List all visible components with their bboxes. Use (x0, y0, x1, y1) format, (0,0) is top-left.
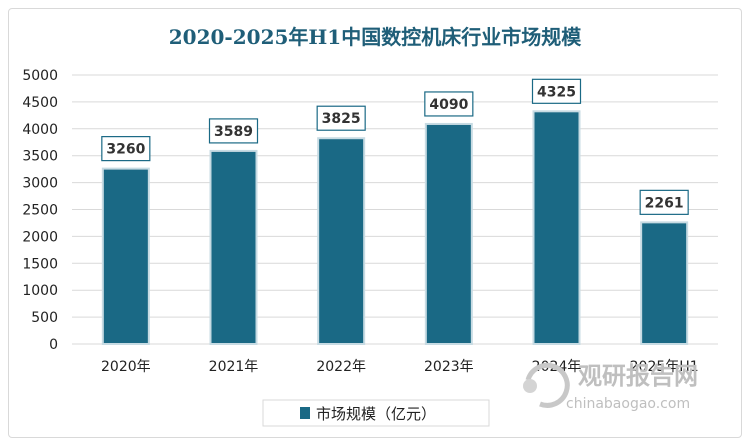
bar (424, 122, 473, 346)
data-labels: 3260 3589 3825 4090 4325 2261 (101, 78, 689, 215)
y-tick-label: 3000 (22, 176, 58, 192)
grid-lines (72, 74, 718, 345)
y-tick-label: 0 (49, 337, 58, 353)
watermark-brand: 观研报告网 (578, 362, 698, 390)
data-label: 3825 (322, 111, 361, 127)
bar (101, 167, 150, 345)
data-label-box (316, 105, 366, 131)
x-tick-label: 2020年 (101, 359, 151, 375)
data-label: 4090 (429, 97, 468, 113)
bar (640, 221, 689, 345)
legend: 市场规模（亿元） (262, 399, 490, 427)
y-tick-label: 5000 (22, 68, 58, 84)
y-tick-label: 3500 (22, 149, 58, 165)
chart-title: 2020-2025年H1中国数控机床行业市场规模 (169, 25, 582, 49)
legend-label: 市场规模（亿元） (316, 405, 436, 423)
data-label: 2261 (645, 195, 684, 211)
x-tick-label: 2023年 (424, 359, 474, 375)
data-label-box (101, 136, 151, 162)
data-label: 3589 (214, 124, 253, 140)
watermark: 观研报告网 chinabaogao.com (523, 362, 698, 412)
y-tick-label: 500 (31, 310, 58, 326)
data-label-box (208, 118, 259, 144)
x-tick-label: 2021年 (209, 359, 259, 375)
data-label-box (424, 91, 474, 117)
y-tick-label: 4500 (22, 95, 58, 111)
data-label-box (531, 78, 582, 104)
x-tick-label: 2025年H1 (630, 359, 699, 375)
legend-swatch (300, 407, 310, 419)
watermark-logo-icon (523, 362, 570, 408)
data-label: 4325 (537, 84, 576, 100)
x-axis-labels: 2020年 2021年 2022年 2023年 2024年 2025年H1 (101, 359, 699, 375)
y-tick-label: 4000 (22, 122, 58, 138)
y-axis-ticks: 0 500 1000 1500 2000 2500 3000 3500 4000 4500 5000 (22, 68, 58, 353)
watermark-domain: chinabaogao.com (566, 396, 690, 412)
data-label-box (639, 189, 689, 215)
y-tick-label: 1500 (22, 256, 58, 272)
x-tick-label: 2022年 (316, 359, 366, 375)
bar (317, 137, 366, 345)
data-label: 3260 (106, 142, 145, 158)
y-tick-label: 2000 (22, 229, 58, 245)
bar (532, 110, 581, 345)
bars (101, 110, 689, 346)
bar (209, 149, 258, 345)
y-tick-label: 2500 (22, 203, 58, 219)
y-tick-label: 1000 (22, 283, 58, 299)
